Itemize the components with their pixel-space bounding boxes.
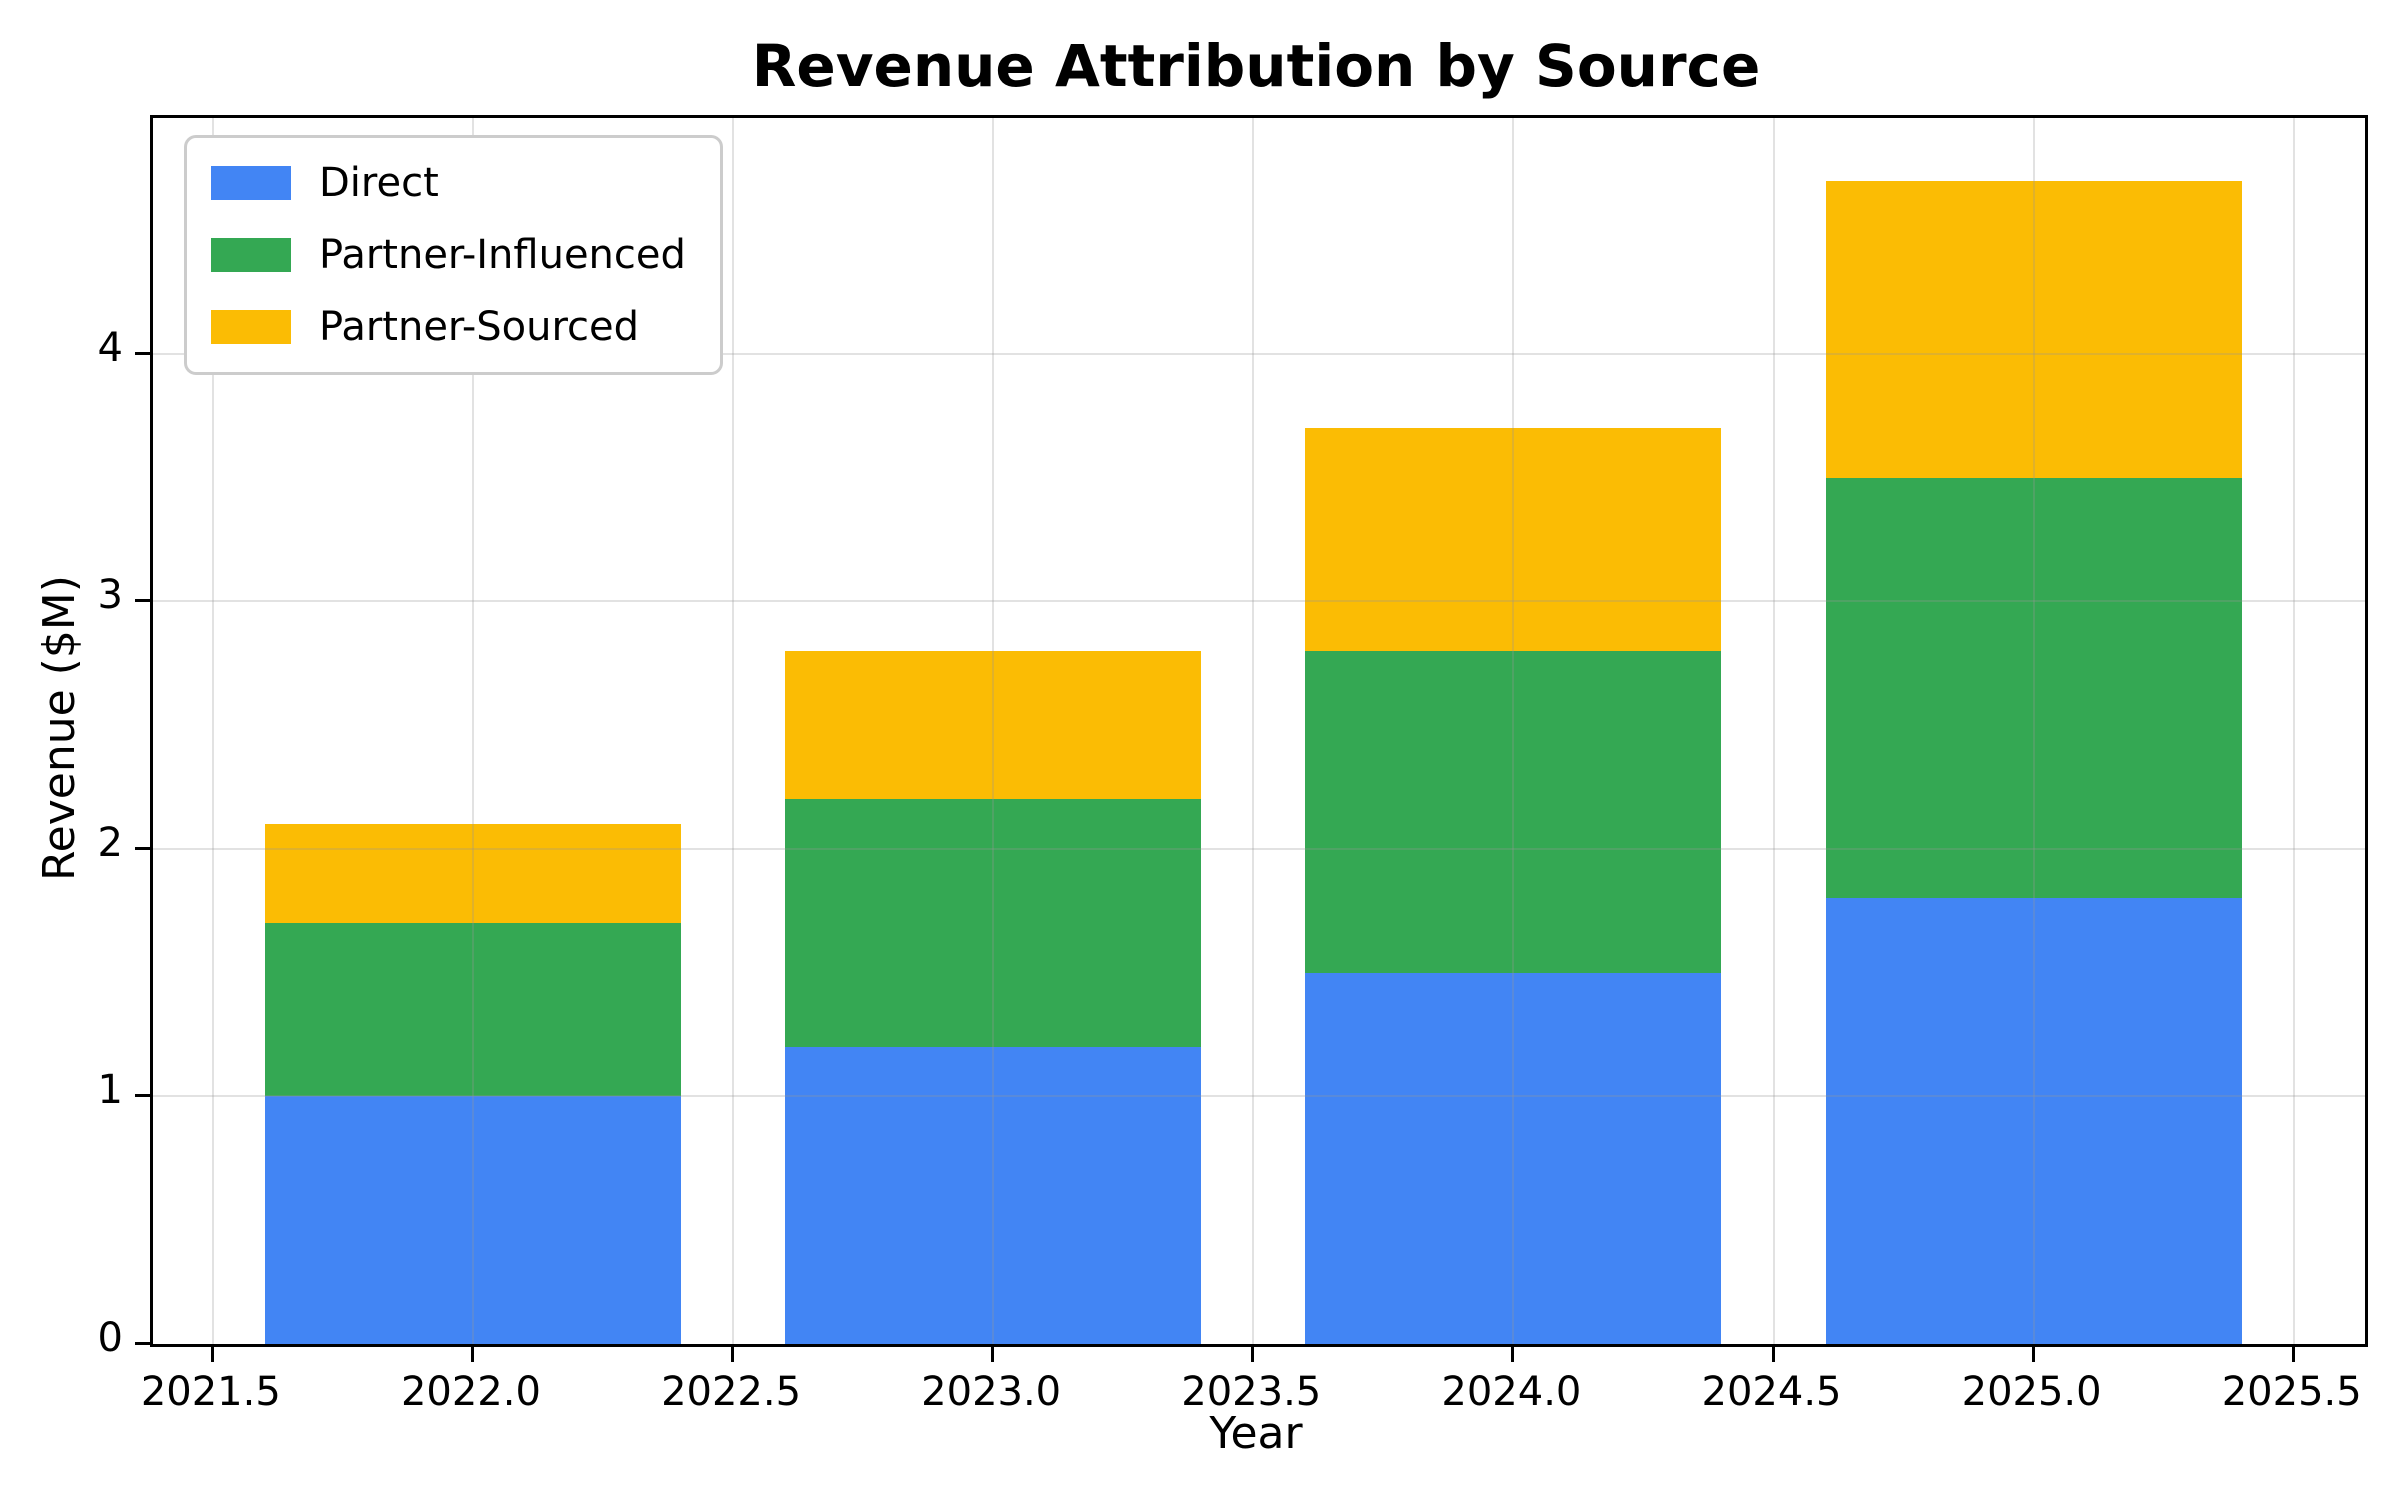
gridline-y-4 bbox=[153, 352, 2365, 355]
bar-segment-direct-2022 bbox=[264, 1096, 682, 1344]
bar-segment-partner-influenced-2023 bbox=[785, 799, 1202, 1047]
gridline-y-3 bbox=[153, 600, 2365, 603]
x-tick-label-3: 2023.0 bbox=[921, 1369, 1062, 1415]
y-tick-mark-2 bbox=[135, 846, 150, 850]
chart-title: Revenue Attribution by Source bbox=[751, 32, 1761, 100]
legend-swatch-partner-sourced bbox=[211, 310, 291, 344]
x-tick-mark-8 bbox=[2291, 1347, 2295, 1362]
x-tick-mark-1 bbox=[470, 1347, 474, 1362]
bar-segment-partner-sourced-2022 bbox=[264, 824, 682, 924]
y-tick-label-4: 4 bbox=[97, 324, 123, 371]
bar-segment-direct-2025 bbox=[1825, 898, 2242, 1344]
bar-segment-partner-sourced-2024 bbox=[1305, 428, 1722, 651]
y-tick-mark-1 bbox=[135, 1094, 150, 1098]
y-axis-label: Revenue ($M) bbox=[34, 575, 85, 881]
gridline-x-2022 bbox=[471, 118, 474, 1344]
gridline-x-2023 bbox=[992, 118, 995, 1344]
gridline-x-2024.5 bbox=[1772, 118, 1775, 1344]
gridline-y-2 bbox=[153, 847, 2365, 850]
legend-swatch-partner-influenced bbox=[211, 238, 291, 272]
y-tick-mark-0 bbox=[135, 1342, 150, 1345]
x-tick-label-8: 2025.5 bbox=[2221, 1369, 2362, 1415]
bar-segment-partner-influenced-2025 bbox=[1825, 477, 2242, 899]
y-tick-label-3: 3 bbox=[97, 572, 123, 619]
x-tick-mark-6 bbox=[1771, 1347, 1775, 1362]
legend-item-partner-influenced: Partner-Influenced bbox=[211, 232, 686, 278]
bar-segment-partner-sourced-2023 bbox=[785, 650, 1202, 800]
y-tick-label-0: 0 bbox=[97, 1315, 123, 1361]
legend-item-partner-sourced: Partner-Sourced bbox=[211, 304, 686, 350]
x-tick-label-7: 2025.0 bbox=[1961, 1369, 2102, 1415]
x-tick-mark-0 bbox=[210, 1347, 214, 1362]
y-tick-label-2: 2 bbox=[97, 819, 123, 866]
legend-label-partner-influenced: Partner-Influenced bbox=[319, 232, 686, 278]
x-tick-mark-3 bbox=[991, 1347, 995, 1362]
x-tick-label-1: 2022.0 bbox=[400, 1369, 541, 1415]
gridline-x-2025.5 bbox=[2292, 118, 2295, 1344]
bar-segment-direct-2024 bbox=[1305, 972, 1722, 1344]
legend: Direct Partner-Influenced Partner-Sourced bbox=[184, 135, 723, 375]
x-tick-label-0: 2021.5 bbox=[140, 1369, 281, 1415]
y-tick-mark-3 bbox=[135, 599, 150, 603]
x-tick-label-4: 2023.5 bbox=[1181, 1369, 1322, 1415]
y-tick-mark-4 bbox=[135, 351, 150, 355]
bar-segment-partner-influenced-2024 bbox=[1305, 650, 1722, 973]
x-tick-mark-5 bbox=[1511, 1347, 1515, 1362]
gridline-x-2023.5 bbox=[1252, 118, 1255, 1344]
x-tick-label-6: 2024.5 bbox=[1701, 1369, 1842, 1415]
legend-swatch-direct bbox=[211, 166, 291, 200]
gridline-x-2025 bbox=[2032, 118, 2035, 1344]
x-tick-mark-7 bbox=[2031, 1347, 2035, 1362]
gridline-y-1 bbox=[153, 1095, 2365, 1098]
legend-label-partner-sourced: Partner-Sourced bbox=[319, 304, 640, 350]
legend-item-direct: Direct bbox=[211, 160, 686, 206]
gridline-x-2021.5 bbox=[211, 118, 214, 1344]
x-tick-mark-4 bbox=[1251, 1347, 1255, 1362]
x-tick-label-2: 2022.5 bbox=[661, 1369, 802, 1415]
gridline-x-2022.5 bbox=[732, 118, 735, 1344]
bar-segment-partner-sourced-2025 bbox=[1825, 180, 2242, 478]
legend-label-direct: Direct bbox=[319, 160, 439, 206]
bar-segment-partner-influenced-2022 bbox=[264, 923, 682, 1097]
gridline-x-2024 bbox=[1512, 118, 1515, 1344]
y-tick-label-1: 1 bbox=[97, 1067, 123, 1114]
x-tick-mark-2 bbox=[731, 1347, 735, 1362]
x-axis-label: Year bbox=[1209, 1408, 1303, 1459]
x-tick-label-5: 2024.0 bbox=[1441, 1369, 1582, 1415]
plot-area: Direct Partner-Influenced Partner-Sourced bbox=[150, 115, 2368, 1347]
bar-segment-direct-2023 bbox=[785, 1046, 1202, 1344]
